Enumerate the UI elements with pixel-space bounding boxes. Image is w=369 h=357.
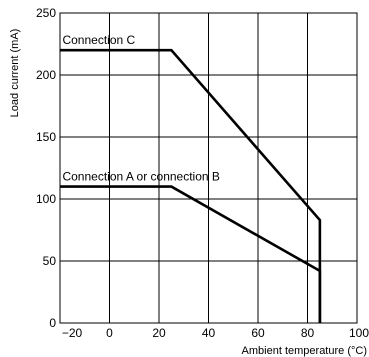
y-tick-label: 50 [43, 254, 57, 268]
y-tick-label: 150 [36, 130, 56, 144]
y-tick-label: 250 [36, 6, 56, 20]
series-label-connection-a-or-b: Connection A or connection B [62, 170, 219, 184]
x-axis-title: Ambient temperature (°C) [242, 345, 367, 357]
plot-frame [59, 12, 358, 324]
x-tick-label: 100 [349, 326, 369, 340]
x-tick-label: −20 [62, 326, 83, 340]
series-label-connection-c: Connection C [62, 33, 135, 47]
series-layer [60, 48, 322, 323]
x-tick-label: 80 [301, 326, 315, 340]
grid [60, 13, 357, 323]
x-tick-label: 60 [251, 326, 265, 340]
series-line-1 [60, 185, 322, 323]
y-tick-label: 100 [36, 192, 56, 206]
x-tick-labels: −20 0 20 40 60 80 100 [62, 326, 369, 340]
y-axis-title: Load current (mA) [9, 29, 21, 118]
y-tick-label: 0 [49, 316, 56, 330]
x-tick-label: 0 [106, 326, 113, 340]
y-tick-label: 200 [36, 68, 56, 82]
y-tick-labels: 0 50 100 150 200 250 [36, 6, 56, 330]
x-tick-label: 40 [202, 326, 216, 340]
x-tick-label: 20 [152, 326, 166, 340]
